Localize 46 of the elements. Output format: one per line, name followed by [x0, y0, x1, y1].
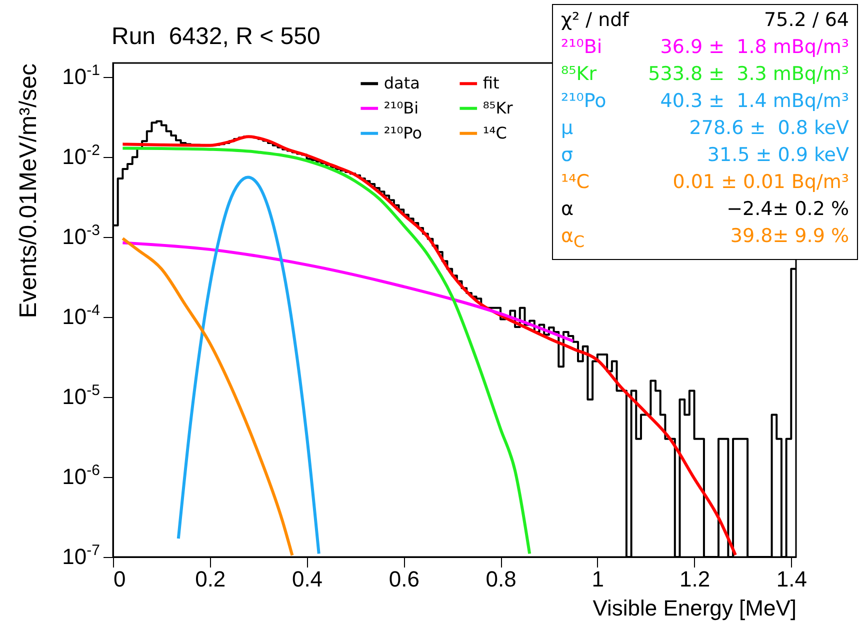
annotation: 31.5 ± 0.9 keV [706, 143, 849, 168]
y-tick-label: 10$^{-4}$ [62, 302, 100, 330]
annotation: μ [561, 116, 574, 141]
x-tick-label: 0 [114, 566, 126, 592]
y-tick-label: 10$^{-7}$ [62, 542, 100, 569]
legend-label: ²¹⁰Po [384, 123, 422, 142]
x-tick-label: 0.2 [195, 566, 226, 592]
x-tick-label: 1.2 [679, 566, 710, 592]
chart-title: Run 6432, R < 550 [112, 23, 320, 50]
y-tick-label: 10$^{-2}$ [62, 142, 100, 170]
annotation: ²¹⁰Po [561, 89, 608, 114]
text: 75.2 / 64 [763, 8, 849, 33]
annotation: ¹⁴C [561, 170, 590, 195]
legend-label: ⁸⁵Kr [482, 98, 514, 118]
line-series [121, 241, 575, 343]
legend-label: fit [482, 74, 500, 93]
annotation: 40.3 ± 1.4 mBq/m³ [659, 89, 849, 114]
line-series [121, 146, 532, 556]
annotation: 278.6 ± 0.8 keV [688, 116, 849, 141]
x-tick-label: 1 [592, 566, 604, 592]
annotation: σ [561, 143, 574, 168]
legend-label: ²¹⁰Bi [384, 98, 419, 118]
annotation: 0.01 ± 0.01 Bq/m³ [672, 170, 849, 195]
text: ²¹⁰Bi [561, 35, 604, 60]
x-tick-label: 0.4 [292, 566, 323, 592]
text: χ² / ndf [561, 8, 629, 33]
line-series [176, 176, 320, 556]
x-tick-label: 0.6 [388, 566, 420, 592]
text: 36.9 ± 1.8 mBq/m³ [659, 35, 849, 60]
x-axis-title: Visible Energy [MeV] [592, 596, 796, 620]
annotation: α [561, 197, 575, 222]
y-axis-title: Events/0.01MeV/m³/sec [15, 64, 42, 318]
annotation: 533.8 ± 3.3 mBq/m³ [647, 62, 849, 87]
y-tick-label: 10$^{-6}$ [62, 462, 100, 489]
line-series [121, 236, 294, 557]
legend-label: ¹⁴C [482, 123, 507, 142]
annotation: ⁸⁵Kr [561, 62, 598, 87]
y-tick-label: 10$^{-5}$ [62, 382, 100, 410]
x-tick-label: 0.8 [486, 566, 516, 592]
y-tick-label: 10$^{-1}$ [62, 62, 100, 90]
x-tick-label: 1.4 [776, 566, 807, 592]
annotation: α$_{C}$ [561, 224, 586, 253]
annotation: −2.4± 0.2 % [726, 197, 849, 222]
annotation: 39.8± 9.9 % [729, 224, 849, 249]
legend-label: data [384, 74, 420, 93]
y-tick-label: 10$^{-3}$ [62, 222, 100, 250]
